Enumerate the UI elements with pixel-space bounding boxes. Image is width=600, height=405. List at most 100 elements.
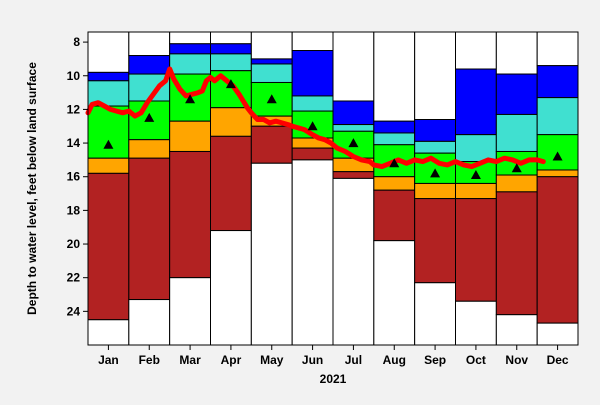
band-max_to_p90-aug [373, 31, 416, 122]
band-p76_to_p51-may [250, 63, 293, 83]
band-p25_to_p10-feb [128, 139, 171, 159]
band-p10_to_min-jun [291, 147, 334, 161]
y-tick-label: 22 [67, 271, 81, 285]
median-marker-sep [430, 168, 441, 178]
x-tick-label: Mar [179, 353, 201, 367]
band-p10_to_min-feb [128, 157, 171, 301]
y-axis-ticks: 8 10 12 14 16 18 20 22 24 [67, 35, 88, 318]
x-axis-title: 2021 [320, 372, 347, 386]
band-below-min-feb [128, 299, 171, 346]
band-below-min-may [250, 162, 293, 346]
band-p25_to_p10-jan [87, 157, 130, 174]
band-max_to_p90-may [250, 31, 293, 60]
median-marker-dec [552, 151, 563, 161]
band-max_to_p90-sep [414, 31, 456, 121]
band-below-min-jun [291, 159, 334, 346]
band-max_to_p90-nov [495, 31, 538, 75]
band-p90_to_p76-jul [332, 100, 375, 126]
median-marker-mar [185, 94, 196, 104]
band-p25_to_p10-mar [169, 120, 212, 152]
band-below-min-jan [87, 319, 130, 346]
y-axis-title: Depth to water level, feet below land su… [25, 62, 39, 315]
x-tick-label: Jan [98, 353, 119, 367]
band-p76_to_p51-nov [495, 113, 538, 152]
median-marker-feb [144, 112, 155, 122]
band-p10_to_min-may [250, 125, 293, 164]
band-p90_to_p76-sep [414, 119, 456, 142]
band-below-min-mar [169, 277, 212, 346]
x-tick-label: May [260, 353, 284, 367]
band-max_to_p90-oct [455, 31, 497, 70]
monthly-percentile-bars [87, 31, 579, 346]
band-p25_to_p10-nov [495, 174, 538, 193]
median-marker-aug [389, 158, 400, 168]
x-tick-label: Aug [383, 353, 406, 367]
band-p10_to_min-aug [373, 189, 416, 242]
band-p90_to_p76-aug [373, 120, 416, 134]
band-p90_to_p76-oct [455, 68, 497, 136]
x-tick-label: Oct [466, 353, 486, 367]
band-p76_to_p51-mar [169, 53, 212, 75]
band-p76_to_p51-aug [373, 132, 416, 146]
band-below-min-jul [332, 177, 375, 346]
y-tick-label: 10 [67, 69, 81, 83]
band-max_to_p90-feb [128, 31, 171, 57]
band-p10_to_min-apr [210, 135, 252, 232]
median-marker-jun [307, 121, 318, 131]
x-tick-label: Dec [547, 353, 569, 367]
x-tick-label: Jul [345, 353, 362, 367]
band-p90_to_p76-feb [128, 55, 171, 75]
band-p51_to_p25-sep [414, 152, 456, 184]
median-marker-jul [348, 138, 359, 148]
y-tick-label: 16 [67, 170, 81, 184]
band-p90_to_p76-jan [87, 71, 130, 82]
x-tick-label: Nov [505, 353, 528, 367]
x-tick-label: Sep [424, 353, 446, 367]
band-p90_to_p76-apr [210, 43, 252, 55]
band-p76_to_p51-sep [414, 140, 456, 154]
y-tick-label: 12 [67, 102, 81, 116]
band-below-min-aug [373, 240, 416, 346]
median-marker-may [266, 94, 277, 104]
band-p25_to_p10-sep [414, 182, 456, 200]
plot-frame [87, 31, 579, 346]
band-max_to_p90-jul [332, 31, 375, 102]
x-tick-label: Jun [302, 353, 323, 367]
current-level-series-line [85, 66, 546, 170]
band-below-min-apr [210, 230, 252, 346]
band-p90_to_p76-nov [495, 73, 538, 115]
band-p25_to_p10-dec [536, 169, 579, 178]
band-p76_to_p51-dec [536, 97, 579, 136]
y-tick-label: 14 [67, 136, 81, 150]
band-p25_to_p10-aug [373, 176, 416, 191]
band-p76_to_p51-oct [455, 134, 497, 163]
band-below-min-nov [495, 314, 538, 346]
band-p76_to_p51-jun [291, 95, 334, 112]
band-p10_to_min-nov [495, 191, 538, 316]
band-p76_to_p51-jul [332, 124, 375, 132]
band-below-min-oct [455, 300, 497, 346]
band-max_to_p90-jan [87, 31, 130, 73]
band-p25_to_p10-apr [210, 107, 252, 137]
x-tick-label: Apr [221, 353, 242, 367]
band-p10_to_min-sep [414, 198, 456, 284]
band-max_to_p90-mar [169, 31, 212, 45]
band-p10_to_min-jan [87, 172, 130, 321]
band-p90_to_p76-jun [291, 50, 334, 97]
median-marker-oct [470, 170, 481, 180]
median-marker-nov [511, 163, 522, 173]
x-axis-ticks: Jan Feb Mar Apr May Jun Jul Aug Sep Oct Nov Dec [98, 345, 569, 367]
band-p10_to_min-dec [536, 176, 579, 324]
band-p25_to_p10-oct [455, 182, 497, 200]
band-p90_to_p76-may [250, 58, 293, 65]
median-marker-apr [225, 79, 236, 89]
y-tick-label: 8 [73, 35, 80, 49]
current-water-level-line [85, 66, 546, 170]
band-p10_to_min-jul [332, 171, 375, 179]
y-tick-label: 24 [67, 304, 81, 318]
band-p90_to_p76-mar [169, 43, 212, 55]
x-tick-label: Feb [139, 353, 160, 367]
band-p10_to_min-mar [169, 150, 212, 279]
